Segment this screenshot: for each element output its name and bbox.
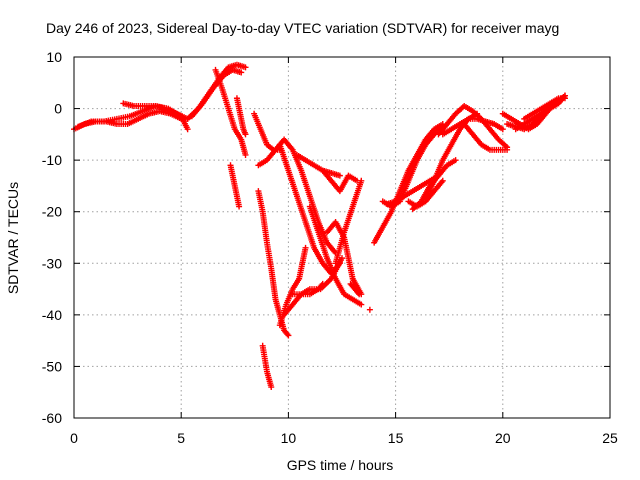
series-arc-drop-a <box>227 162 243 210</box>
series-arc-late-7 <box>435 102 511 151</box>
series-arc-early-2 <box>75 102 191 133</box>
data-point <box>284 331 291 338</box>
data-point <box>561 95 568 102</box>
x-tick-label: 0 <box>70 430 78 446</box>
data-point <box>439 177 446 184</box>
y-tick-label: -60 <box>42 410 62 426</box>
series-arc-rise-3 <box>212 66 249 158</box>
axis-ticks: 0 5 10 15 20 25 10 0 -10 -20 -30 -40 -50 -60 <box>42 49 618 446</box>
series-arc-late-6 <box>422 110 481 202</box>
data-point <box>184 126 191 133</box>
series-arc-recover-1 <box>276 244 309 329</box>
data-point <box>268 384 275 391</box>
y-tick-label: 10 <box>46 49 62 65</box>
data-point <box>242 64 249 71</box>
x-tick-label: 15 <box>388 430 404 446</box>
chart-title: Day 246 of 2023, Sidereal Day-to-day VTE… <box>46 20 559 36</box>
y-tick-label: -50 <box>42 358 62 374</box>
y-tick-label: -40 <box>42 307 62 323</box>
data-point <box>358 177 365 184</box>
series-arc-late-2 <box>379 123 446 210</box>
series-arc-late-3 <box>384 172 442 207</box>
series-arc-mid-5 <box>319 167 361 195</box>
series-arc-late-13 <box>521 95 568 122</box>
data-point <box>356 291 363 298</box>
series-arc-recover-3 <box>289 280 326 298</box>
data-point <box>319 280 326 287</box>
data-point <box>366 306 373 313</box>
y-tick-label: -20 <box>42 204 62 220</box>
data-point <box>242 151 249 158</box>
y-tick-label: -10 <box>42 152 62 168</box>
data-points <box>71 61 568 391</box>
x-tick-label: 20 <box>495 430 511 446</box>
data-point <box>238 69 245 76</box>
series-arc-rise-4 <box>233 95 249 138</box>
x-tick-label: 5 <box>177 430 185 446</box>
grid <box>74 57 610 418</box>
data-point <box>355 289 362 296</box>
x-tick-label: 25 <box>602 430 618 446</box>
series-arc-mid-4 <box>306 203 365 308</box>
data-point <box>242 131 249 138</box>
data-point <box>285 332 292 339</box>
x-tick-label: 10 <box>281 430 297 446</box>
series-arc-late-9 <box>461 121 511 153</box>
data-point <box>318 282 325 289</box>
data-point <box>358 301 365 308</box>
series-arc-late-8 <box>439 115 506 138</box>
data-point <box>336 172 343 179</box>
data-point <box>452 157 459 164</box>
x-axis-title: GPS time / hours <box>287 457 394 473</box>
data-point <box>499 126 506 133</box>
y-tick-label: 0 <box>54 101 62 117</box>
series-arc-mid-8 <box>347 280 363 298</box>
series-arc-rise-2 <box>188 66 245 120</box>
series-arc-drop-c <box>259 342 275 391</box>
data-point <box>236 203 243 210</box>
data-point <box>504 146 511 153</box>
series-arc-mid-2 <box>276 141 343 277</box>
data-point <box>339 255 345 262</box>
series-arc-single <box>366 306 373 313</box>
series-arc-mid-7 <box>332 177 365 267</box>
plot-frame <box>73 56 611 419</box>
data-point <box>302 244 309 251</box>
y-tick-label: -30 <box>42 255 62 271</box>
series-arc-drop-b <box>255 188 292 339</box>
series-arc-mid-3 <box>293 151 343 179</box>
y-axis-title: SDTVAR / TECUs <box>5 182 21 294</box>
